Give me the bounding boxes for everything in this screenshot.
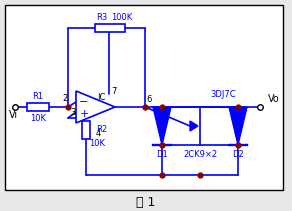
Text: 10K: 10K [30, 114, 46, 123]
Text: 100K: 100K [111, 13, 133, 22]
Text: 图 1: 图 1 [136, 196, 156, 210]
Text: 10K: 10K [89, 139, 105, 149]
Polygon shape [190, 121, 198, 131]
Text: 6: 6 [146, 95, 151, 104]
Bar [27, 103, 49, 111]
Text: D1: D1 [156, 150, 168, 159]
Text: R1: R1 [32, 92, 44, 101]
Text: −: − [79, 97, 89, 107]
Text: 4: 4 [96, 129, 101, 138]
Text: Vi: Vi [8, 110, 18, 120]
Text: Vo: Vo [268, 94, 280, 104]
Text: 3DJ7C: 3DJ7C [210, 90, 236, 99]
Text: D2: D2 [232, 150, 244, 159]
Text: IC: IC [97, 93, 105, 102]
Bar [95, 24, 125, 32]
Text: 2CK9×2: 2CK9×2 [183, 150, 217, 159]
Text: 7: 7 [111, 87, 117, 96]
Text: 2: 2 [62, 94, 68, 103]
Polygon shape [229, 107, 247, 145]
Polygon shape [76, 91, 115, 123]
Text: R2: R2 [96, 126, 107, 134]
Text: 3: 3 [70, 108, 75, 117]
Text: R3: R3 [96, 13, 108, 22]
Bar [5, 5, 283, 190]
Text: +: + [79, 109, 89, 119]
Bar [82, 121, 90, 139]
Polygon shape [153, 107, 171, 145]
